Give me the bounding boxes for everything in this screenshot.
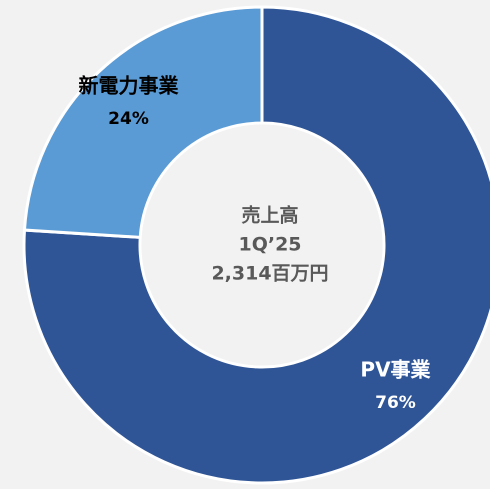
donut-slice [22, 5, 490, 485]
donut-slice [22, 5, 264, 239]
donut-hole [141, 124, 383, 366]
slice-value: 24% [108, 109, 149, 129]
slice-label: PV事業 [360, 358, 431, 382]
slice-value: 76% [375, 393, 416, 413]
slice-label: 新電力事業 [79, 73, 180, 97]
center-label: 売上高 [241, 204, 298, 227]
center-label: 2,314百万円 [211, 263, 328, 285]
center-label: 1Q’25 [238, 234, 301, 256]
